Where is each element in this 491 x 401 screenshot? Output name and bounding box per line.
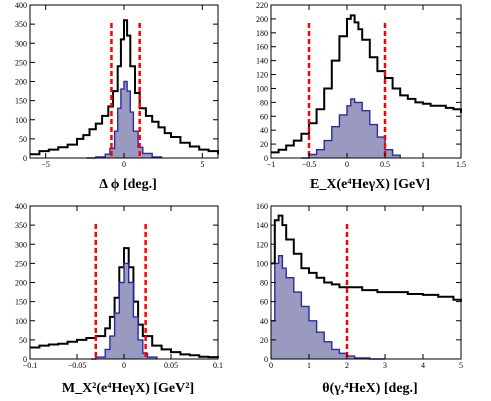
theta-xtick-label: 0 <box>269 361 273 370</box>
ex-ytick-label: 140 <box>256 57 268 66</box>
mx2-blue-fill <box>91 263 157 359</box>
ex-xtick-label: 1.5 <box>456 160 466 169</box>
mx2-ytick-label: 300 <box>15 240 27 249</box>
dphi-xtick-label: −5 <box>41 160 50 169</box>
missing-mass-xlabel: M_X²(e⁴HeγX) [GeV²] <box>62 381 194 396</box>
ex-xtick-label: 0.5 <box>380 160 390 169</box>
ex-ytick-label: 220 <box>256 1 268 10</box>
dphi-xtick-label: 5 <box>200 160 204 169</box>
theta-ytick-label: 60 <box>260 298 268 307</box>
theta-xtick-label: 4 <box>421 361 425 370</box>
mx2-ytick-label: 50 <box>19 336 27 345</box>
theta-xtick-label: 2 <box>345 361 349 370</box>
energy-x-xlabel: E_X(e⁴HeγX) [GeV] <box>310 177 430 192</box>
ex-frame <box>270 4 462 159</box>
dphi-ytick-label: 0 <box>23 154 27 163</box>
ex-ytick-label: 40 <box>260 126 268 135</box>
dphi-ytick-label: 400 <box>15 1 27 10</box>
delta-phi-xlabel: Δ ϕ [deg.] <box>99 177 157 192</box>
dphi-ytick-label: 50 <box>19 135 27 144</box>
theta-ytick-label: 160 <box>256 202 268 211</box>
dphi-ytick-label: 350 <box>15 20 27 29</box>
theta-ytick-label: 100 <box>256 259 268 268</box>
mx2-blue-series <box>91 262 158 360</box>
dphi-blue-fill <box>86 81 162 158</box>
panel-missing-mass-squared: −0.1 −0.05 0 0.05 0.1 0 50 100 150 200 250 300 350 40… <box>15 202 223 370</box>
mx2-xtick-label: 0.05 <box>164 361 178 370</box>
ex-xtick-label: 1 <box>421 160 425 169</box>
theta-ytick-label: 0 <box>264 355 268 364</box>
ex-ytick-label: 80 <box>260 98 268 107</box>
theta-xtick-label: 5 <box>459 361 463 370</box>
mx2-xtick-label: −0.05 <box>68 361 87 370</box>
ex-ytick-label: 0 <box>264 154 268 163</box>
ex-ytick-label: 120 <box>256 71 268 80</box>
dphi-ytick-label: 150 <box>15 97 27 106</box>
dphi-ytick-label: 100 <box>15 116 27 125</box>
ex-blue-series <box>301 98 401 159</box>
ex-xtick-label: −0.5 <box>302 160 317 169</box>
mx2-ytick-label: 150 <box>15 298 27 307</box>
panel-theta-angle: 0 1 2 3 4 5 0 20 40 60 80 100 120 140 160 <box>256 202 463 370</box>
theta-ytick-label: 80 <box>260 279 268 288</box>
mx2-ytick-label: 100 <box>15 317 27 326</box>
ex-xtick-label: −1 <box>267 160 276 169</box>
theta-ytick-label: 20 <box>260 336 268 345</box>
mx2-xtick-label: 0 <box>122 361 126 370</box>
dphi-ytick-label: 250 <box>15 58 27 67</box>
ex-ytick-label: 60 <box>260 112 268 121</box>
theta-blue-series <box>271 255 385 360</box>
theta-ytick-label: 40 <box>260 317 268 326</box>
ex-ytick-label: 20 <box>260 140 268 149</box>
ex-black-series <box>271 14 462 154</box>
mx2-ytick-label: 0 <box>23 355 27 364</box>
theta-xlabel: θ(γ,⁴HeX) [deg.] <box>322 381 417 396</box>
ex-ytick-label: 180 <box>256 29 268 38</box>
mx2-xtick-label: −0.1 <box>23 361 38 370</box>
dphi-ytick-label: 200 <box>15 78 27 87</box>
ex-blue-fill <box>301 98 401 158</box>
panel-energy-x: −1 −0.5 0 0.5 1 1.5 0 20 40 60 80 100 120 140 160 180 20… <box>256 1 466 169</box>
mx2-ytick-label: 400 <box>15 202 27 211</box>
theta-ytick-label: 140 <box>256 221 268 230</box>
ex-ytick-label: 200 <box>256 15 268 24</box>
mx2-ytick-label: 350 <box>15 221 27 230</box>
theta-xtick-label: 1 <box>307 361 311 370</box>
theta-xtick-label: 3 <box>383 361 387 370</box>
dphi-black-series <box>30 19 219 156</box>
ex-ytick-label: 160 <box>256 43 268 52</box>
dphi-ytick-label: 300 <box>15 39 27 48</box>
ex-ytick-label: 100 <box>256 84 268 93</box>
dphi-blue-series <box>86 80 163 159</box>
mx2-ytick-label: 200 <box>15 279 27 288</box>
mx2-black-series <box>30 247 219 359</box>
theta-blue-fill <box>271 255 385 359</box>
mx2-xtick-label: 0.1 <box>213 361 223 370</box>
dphi-xtick-label: 0 <box>122 160 126 169</box>
theta-black-series <box>271 214 462 302</box>
theta-ytick-label: 120 <box>256 240 268 249</box>
ex-xtick-label: 0 <box>345 160 349 169</box>
mx2-ytick-label: 250 <box>15 259 27 268</box>
